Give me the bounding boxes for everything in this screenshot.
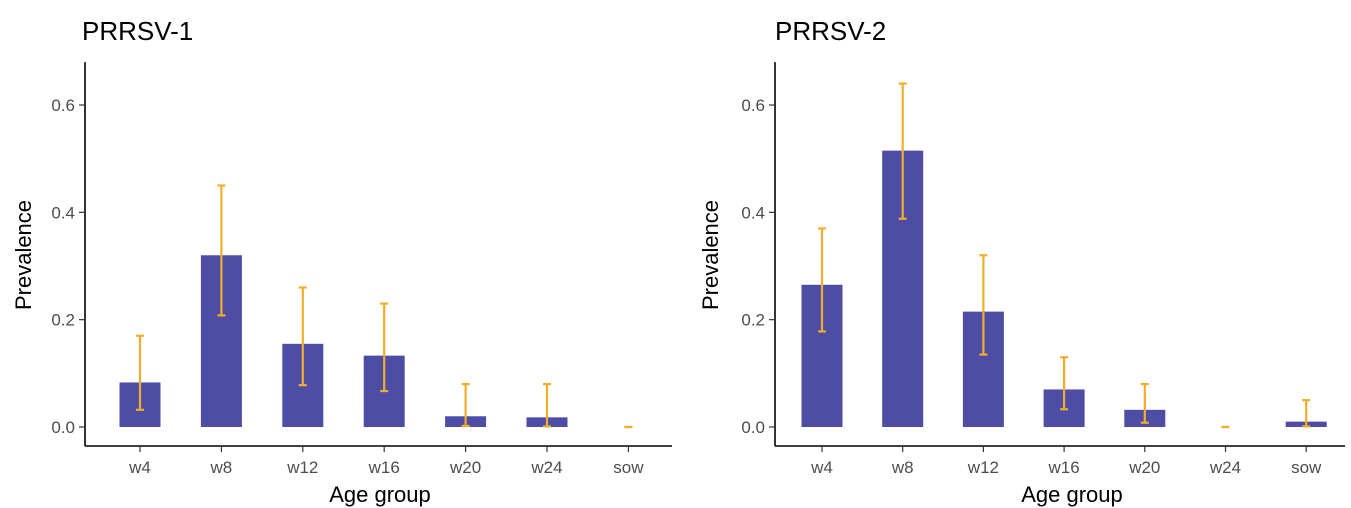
axes-layer	[774, 62, 1345, 447]
x-tick-label: sow	[1291, 458, 1322, 477]
error-bar-w8	[898, 82, 907, 220]
x-tick-label: w20	[449, 458, 481, 477]
y-ticks-layer: 0.0 0.2 0.4 0.6	[51, 96, 85, 437]
x-ticks-layer: w4 w8 w12 w16 w20 w24 sow	[128, 446, 644, 477]
error-bars-layer	[136, 184, 633, 429]
panel-title: PRRSV-2	[775, 16, 886, 46]
x-tick-label: w4	[128, 458, 151, 477]
error-bar-w16	[380, 302, 389, 393]
x-tick-label: w8	[891, 458, 914, 477]
x-tick-label: w12	[286, 458, 318, 477]
error-bar-w20	[1140, 382, 1149, 424]
error-bar-w24	[543, 382, 551, 428]
y-tick-label: 0.6	[51, 96, 75, 115]
y-tick-label: 0.0	[741, 418, 765, 437]
y-axis-title: Prevalence	[698, 200, 723, 310]
axes-layer	[84, 62, 672, 447]
error-bar-w16	[1060, 356, 1069, 411]
panel-prrsv-2: PRRSV-2 Prevalence Age group 0.00.20.40.…	[698, 16, 1345, 507]
error-bar-sow	[1302, 399, 1311, 428]
y-tick-label: 0.0	[51, 418, 75, 437]
error-bar-w12	[298, 286, 307, 387]
bars-layer	[119, 255, 568, 427]
y-tick-label: 0.2	[51, 311, 75, 330]
x-tick-label: w24	[1209, 458, 1241, 477]
x-tick-label: w4	[810, 458, 833, 477]
error-bars-layer	[818, 82, 1311, 429]
x-tick-label: w20	[1128, 458, 1160, 477]
panel-prrsv-1: PRRSV-1 Prevalence Age group 0.00.20.40.…	[11, 16, 672, 507]
error-bar-w8	[217, 184, 226, 317]
x-axis-title: Age group	[329, 482, 431, 507]
y-ticks-layer: 0.0 0.2 0.4 0.6	[741, 96, 775, 437]
x-axis-title: Age group	[1021, 482, 1123, 507]
error-bar-w4	[818, 227, 826, 333]
y-axis-title: Prevalence	[11, 200, 36, 310]
x-tick-label: sow	[613, 458, 644, 477]
error-bar-w4	[136, 334, 144, 411]
x-tick-label: w24	[530, 458, 562, 477]
panel-title: PRRSV-1	[82, 16, 193, 46]
y-tick-label: 0.6	[741, 96, 765, 115]
x-ticks-layer: w4 w8 w12 w16 w20 w24 sow	[810, 446, 1322, 477]
y-tick-label: 0.2	[741, 311, 765, 330]
x-tick-label: w16	[1048, 458, 1080, 477]
error-bar-w20	[461, 382, 470, 428]
x-tick-label: w12	[967, 458, 999, 477]
y-tick-label: 0.4	[741, 203, 765, 222]
y-tick-label: 0.4	[51, 203, 75, 222]
x-tick-label: w8	[210, 458, 233, 477]
error-bar-w12	[979, 254, 988, 356]
x-tick-label: w16	[368, 458, 400, 477]
